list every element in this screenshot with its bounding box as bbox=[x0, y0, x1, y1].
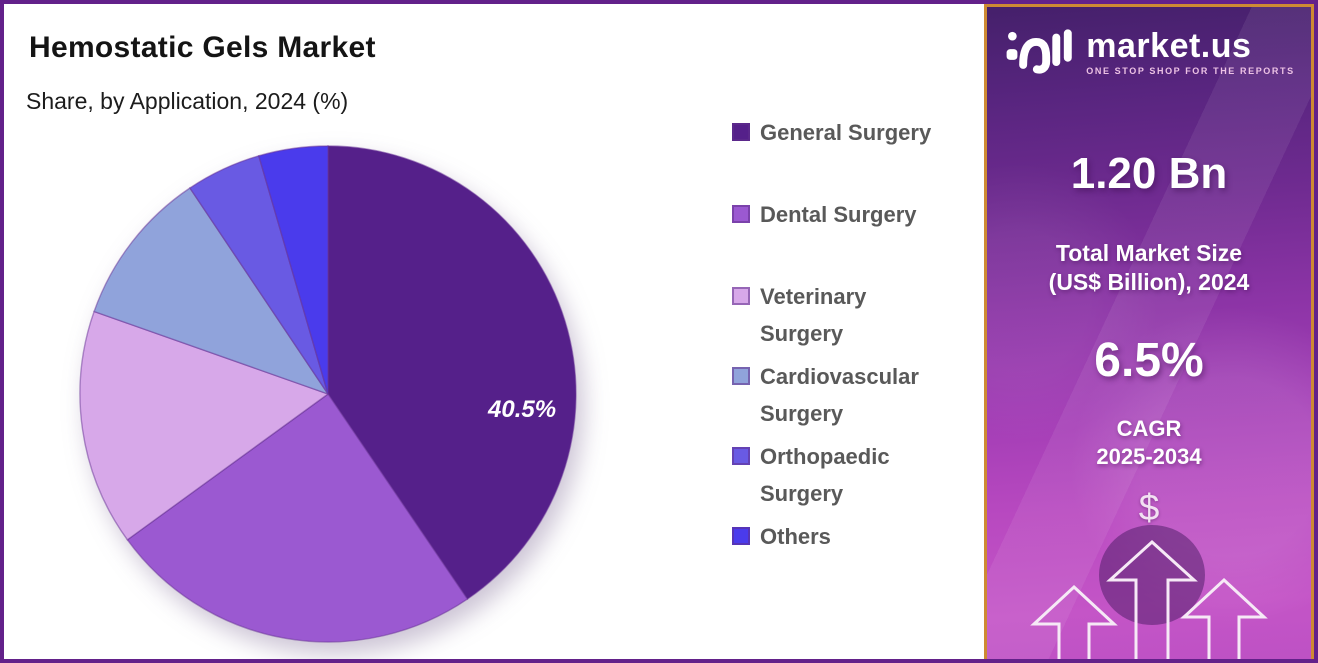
brand-text: market.us ONE STOP SHOP FOR THE REPORTS bbox=[1086, 28, 1294, 76]
legend-swatch bbox=[732, 447, 750, 465]
pie-chart bbox=[79, 145, 577, 643]
brand-header: market.us ONE STOP SHOP FOR THE REPORTS bbox=[987, 7, 1311, 81]
market-us-logo-icon bbox=[1006, 29, 1073, 74]
legend-label: Others bbox=[760, 524, 831, 549]
legend-swatch bbox=[732, 123, 750, 141]
cagr-value: 6.5% bbox=[1094, 334, 1204, 387]
legend-swatch bbox=[732, 205, 750, 223]
page-title: Hemostatic Gels Market bbox=[29, 31, 376, 64]
legend-swatch bbox=[732, 367, 750, 385]
legend: General Surgery Dental Surgery Veterinary S… bbox=[732, 114, 982, 561]
market-size-label-line2: (US$ Billion), 2024 bbox=[1048, 269, 1250, 295]
legend-label: Veterinary Surgery bbox=[760, 284, 867, 346]
pie-slice-data-label: 40.5% bbox=[488, 396, 557, 423]
brand-name: market.us bbox=[1086, 27, 1252, 65]
cagr-label-line2: 2025-2034 bbox=[1096, 444, 1202, 469]
cagr-label: CAGR 2025-2034 bbox=[987, 415, 1311, 471]
legend-item-dental-surgery: Dental Surgery bbox=[732, 196, 982, 233]
legend-item-general-surgery: General Surgery bbox=[732, 114, 982, 151]
brand-sidebar: market.us ONE STOP SHOP FOR THE REPORTS … bbox=[984, 4, 1314, 659]
cagr-label-line1: CAGR bbox=[1116, 416, 1182, 441]
pie-slice-dental-surgery bbox=[126, 393, 469, 643]
legend-swatch bbox=[732, 287, 750, 305]
pie-slice-general-surgery bbox=[327, 145, 577, 601]
legend-label: Dental Surgery bbox=[760, 202, 917, 227]
growth-arrows-icon bbox=[1030, 539, 1268, 659]
legend-item-orthopaedic-surgery: Orthopaedic Surgery bbox=[732, 438, 982, 512]
market-size-label: Total Market Size (US$ Billion), 2024 bbox=[987, 239, 1311, 297]
legend-label: Cardiovascular Surgery bbox=[760, 364, 919, 426]
pie-slice-others bbox=[257, 145, 329, 395]
legend-item-veterinary-surgery: Veterinary Surgery bbox=[732, 278, 982, 352]
legend-item-cardiovascular-surgery: Cardiovascular Surgery bbox=[732, 358, 982, 432]
legend-label: General Surgery bbox=[760, 120, 932, 145]
pie-slice-veterinary-surgery bbox=[79, 310, 330, 541]
brand-tagline: ONE STOP SHOP FOR THE REPORTS bbox=[1086, 66, 1295, 76]
legend-label: Orthopaedic Surgery bbox=[760, 444, 890, 506]
legend-swatch bbox=[732, 527, 750, 545]
chart-subtitle: Share, by Application, 2024 (%) bbox=[26, 88, 349, 114]
market-size-label-line1: Total Market Size bbox=[1055, 240, 1243, 266]
pie-slice-cardiovascular-surgery bbox=[93, 187, 330, 396]
legend-item-others: Others bbox=[732, 518, 982, 555]
dollar-icon: $ bbox=[1138, 487, 1160, 528]
market-size-value: 1.20 Bn bbox=[1070, 149, 1228, 198]
